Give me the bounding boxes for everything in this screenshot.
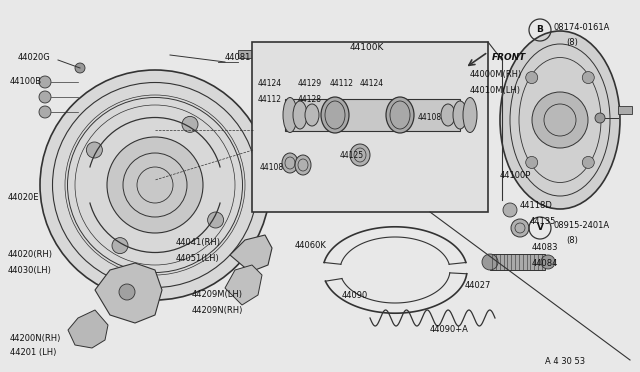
Text: (8): (8): [566, 38, 578, 48]
Text: 44125: 44125: [340, 151, 364, 160]
Circle shape: [75, 63, 85, 73]
Circle shape: [541, 255, 555, 269]
Text: 44128: 44128: [298, 96, 322, 105]
Circle shape: [207, 212, 223, 228]
Text: 44209M(LH): 44209M(LH): [192, 291, 243, 299]
Text: 44124: 44124: [360, 78, 384, 87]
Text: 44112: 44112: [258, 96, 282, 105]
Ellipse shape: [321, 97, 349, 133]
Text: 44135: 44135: [530, 218, 556, 227]
Circle shape: [503, 203, 517, 217]
Ellipse shape: [500, 31, 620, 209]
Circle shape: [112, 238, 128, 254]
Bar: [618, 106, 632, 114]
Circle shape: [107, 137, 203, 233]
Circle shape: [595, 113, 605, 123]
Circle shape: [525, 157, 538, 169]
Text: 44041(RH): 44041(RH): [176, 238, 221, 247]
Circle shape: [525, 71, 538, 84]
Circle shape: [582, 157, 595, 169]
Text: 44118D: 44118D: [520, 201, 553, 209]
Text: 44020E: 44020E: [8, 193, 40, 202]
Text: 08174-0161A: 08174-0161A: [554, 23, 611, 32]
Ellipse shape: [386, 97, 414, 133]
Bar: [285, 99, 460, 131]
Text: 08915-2401A: 08915-2401A: [554, 221, 610, 230]
Text: 44100B: 44100B: [10, 77, 42, 87]
Text: 44081: 44081: [225, 52, 252, 61]
Circle shape: [86, 142, 102, 158]
Text: 44100P: 44100P: [500, 170, 531, 180]
Text: 44090+A: 44090+A: [430, 326, 469, 334]
Text: 44209N(RH): 44209N(RH): [192, 305, 243, 314]
Text: 44100K: 44100K: [350, 44, 385, 52]
Bar: [490, 254, 545, 270]
Ellipse shape: [305, 104, 319, 126]
Text: 44020(RH): 44020(RH): [8, 250, 53, 260]
Text: V: V: [536, 224, 543, 232]
Ellipse shape: [40, 70, 270, 300]
Text: A 4 30 53: A 4 30 53: [545, 357, 585, 366]
Ellipse shape: [282, 153, 298, 173]
Text: (8): (8): [566, 235, 578, 244]
Text: 44108: 44108: [260, 164, 284, 173]
Text: 44090: 44090: [342, 291, 368, 299]
Polygon shape: [230, 235, 272, 272]
Polygon shape: [68, 310, 108, 348]
Circle shape: [39, 106, 51, 118]
Polygon shape: [95, 263, 162, 323]
Text: 44129: 44129: [298, 78, 322, 87]
Polygon shape: [225, 265, 262, 305]
Text: 44051(LH): 44051(LH): [176, 253, 220, 263]
Text: 44124: 44124: [258, 78, 282, 87]
Ellipse shape: [295, 155, 311, 175]
Circle shape: [582, 71, 595, 84]
Ellipse shape: [293, 101, 307, 129]
Circle shape: [119, 284, 135, 300]
Text: 44112: 44112: [330, 78, 354, 87]
Text: 44084: 44084: [532, 259, 558, 267]
Ellipse shape: [463, 97, 477, 132]
Circle shape: [482, 254, 498, 270]
Text: 44108: 44108: [418, 113, 442, 122]
Text: 44083: 44083: [532, 244, 559, 253]
Ellipse shape: [441, 104, 455, 126]
Circle shape: [39, 76, 51, 88]
Circle shape: [39, 91, 51, 103]
Text: 44020G: 44020G: [18, 54, 51, 62]
Text: 44027: 44027: [465, 280, 492, 289]
Ellipse shape: [283, 97, 297, 132]
Text: 44201 (LH): 44201 (LH): [10, 349, 56, 357]
Bar: [238, 50, 260, 58]
Bar: [252, 42, 488, 212]
Circle shape: [182, 116, 198, 132]
Text: 44010M(LH): 44010M(LH): [470, 86, 521, 94]
Ellipse shape: [350, 144, 370, 166]
Text: 44000M(RH): 44000M(RH): [470, 71, 522, 80]
Ellipse shape: [453, 101, 467, 129]
Text: 44030(LH): 44030(LH): [8, 266, 52, 275]
Text: 44060K: 44060K: [295, 241, 327, 250]
Text: 44200N(RH): 44200N(RH): [10, 334, 61, 343]
Circle shape: [511, 219, 529, 237]
Circle shape: [532, 92, 588, 148]
Text: FRONT: FRONT: [492, 52, 526, 61]
Text: B: B: [536, 26, 543, 35]
